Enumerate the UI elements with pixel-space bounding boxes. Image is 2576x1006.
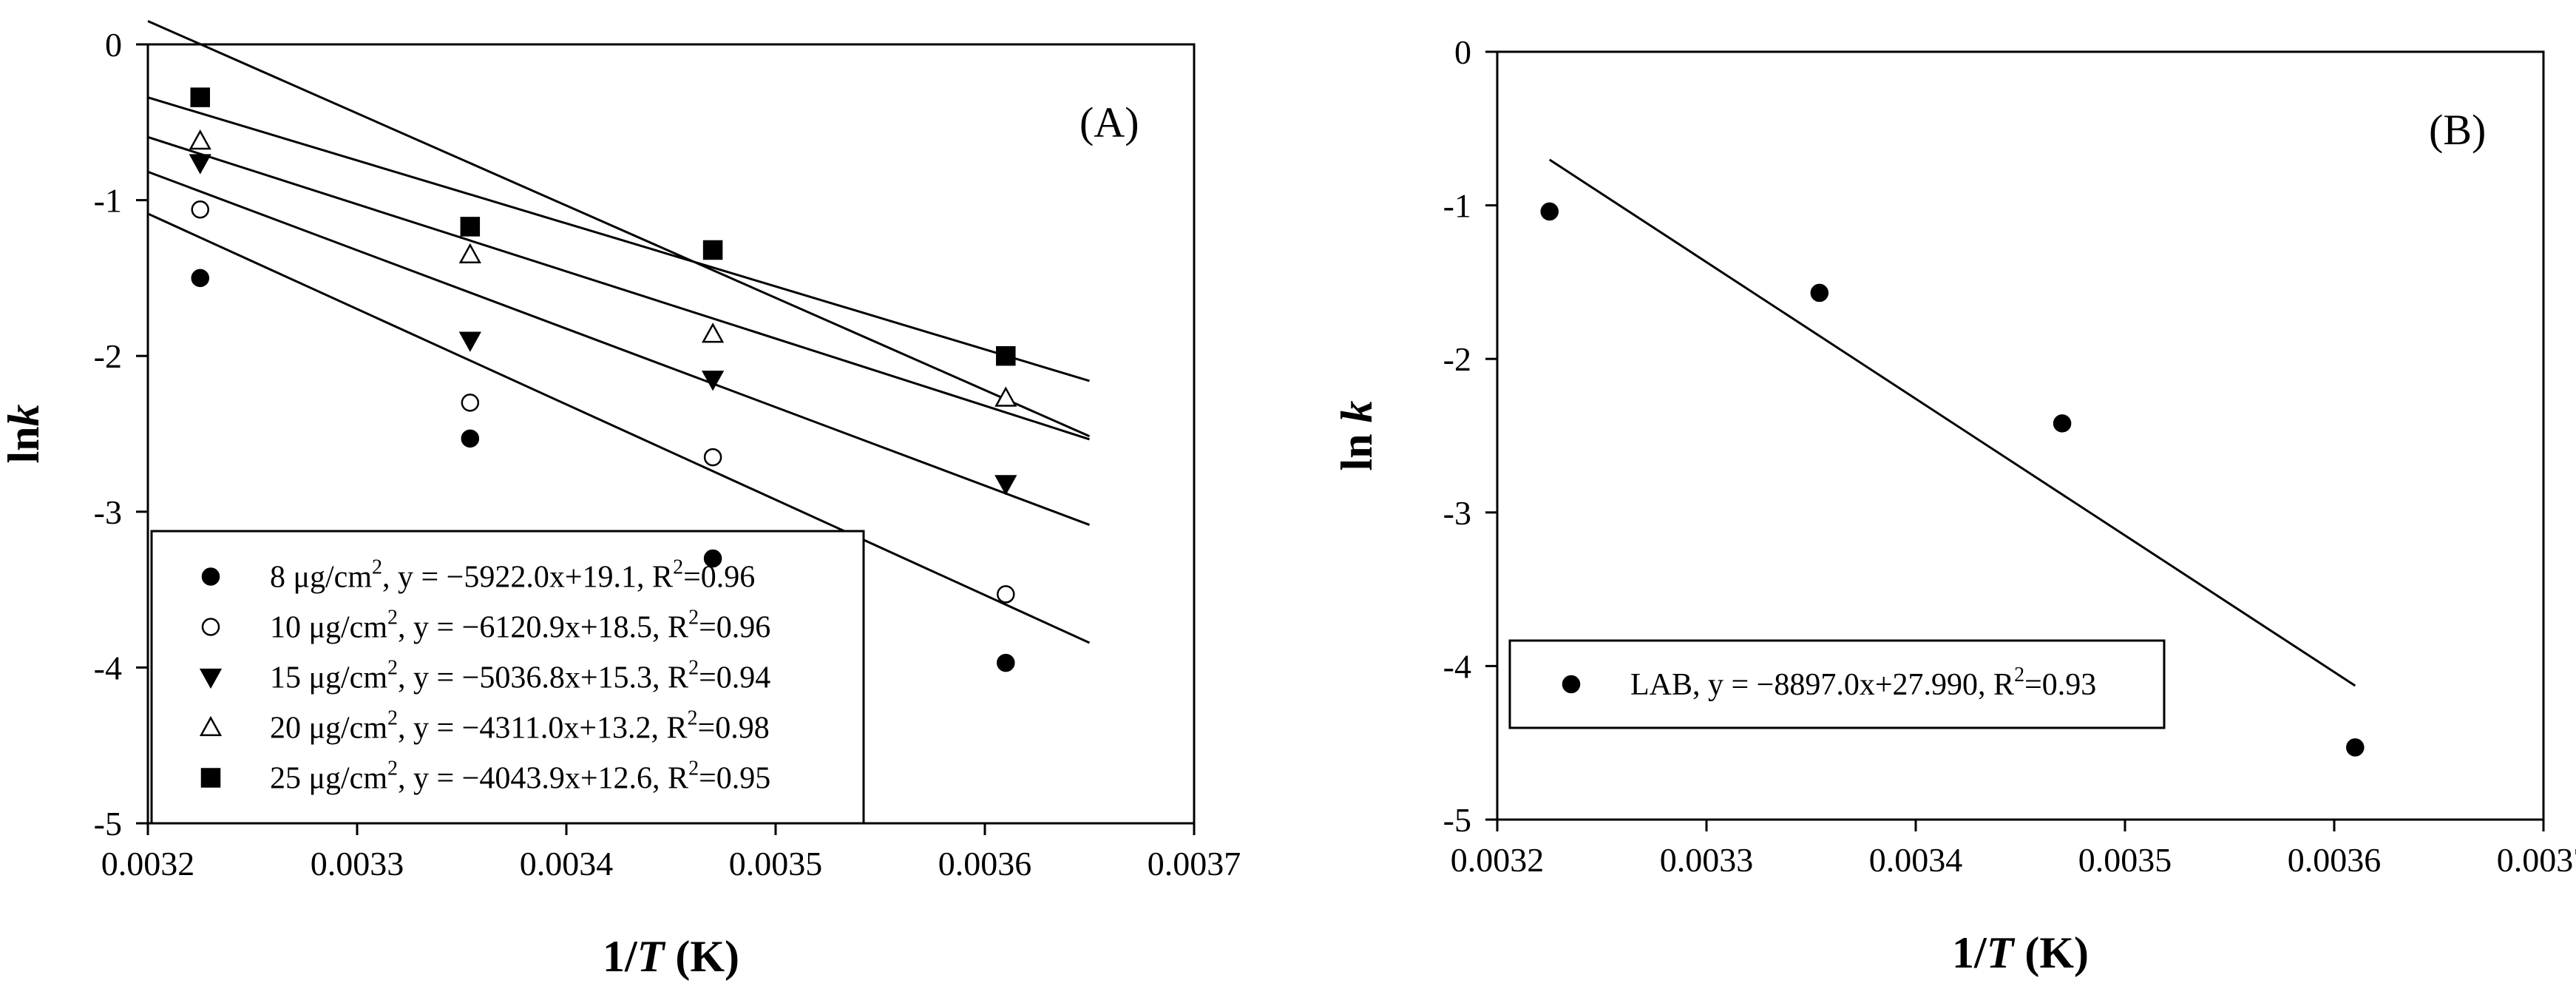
x-tick-label: 0.0036 xyxy=(2288,841,2382,879)
y-tick-label: 0 xyxy=(105,26,122,64)
regression-line-3 xyxy=(147,135,1090,441)
data-point-s4-0 xyxy=(190,87,210,107)
data-point-s1-2 xyxy=(703,448,722,467)
data-point-s0-3 xyxy=(997,653,1015,672)
chart-panel-b: 0.0032 0.0033 0.0034 0.0035 0.0036 0.0037 0 -1 -… xyxy=(1332,33,2576,977)
x-tick-label: 0.0037 xyxy=(2497,841,2576,879)
x-axis-title: 1/T (K) xyxy=(1952,928,2089,977)
y-tick-label: -5 xyxy=(94,805,122,843)
legend-marker xyxy=(201,618,220,636)
x-tick-label: 0.0032 xyxy=(101,845,195,882)
chart-panel-a: 0.0032 0.0033 0.0034 0.0035 0.0036 0.0037 0 -1 -… xyxy=(0,20,1241,981)
data-point-s3-2 xyxy=(701,323,725,343)
y-tick-label: -3 xyxy=(94,493,122,531)
data-point-s1-0 xyxy=(191,200,209,219)
y-axis-title: lnk xyxy=(0,404,48,463)
x-tick-label: 0.0036 xyxy=(938,845,1032,882)
legend-marker xyxy=(1562,675,1581,694)
data-point-s2-1 xyxy=(458,331,481,352)
regression-line-4 xyxy=(147,96,1090,382)
data-point-s0-1 xyxy=(1810,283,1829,303)
y-tick-label: -5 xyxy=(1443,801,1471,839)
data-point-s3-1 xyxy=(458,243,481,263)
data-point-s0-3 xyxy=(2346,738,2365,757)
data-point-s4-1 xyxy=(460,217,481,237)
y-tick-label: -3 xyxy=(1443,494,1471,532)
data-point-s0-0 xyxy=(1540,202,1559,221)
x-axis-title: 1/T (K) xyxy=(603,932,739,981)
x-tick-label: 0.0034 xyxy=(520,845,614,882)
y-tick-label: -4 xyxy=(94,649,122,686)
data-point-s1-3 xyxy=(997,585,1015,604)
panel-label: (A) xyxy=(1079,98,1139,146)
data-point-s3-3 xyxy=(994,386,1017,407)
data-point-s2-0 xyxy=(189,154,211,175)
y-tick-label: -2 xyxy=(1443,340,1471,378)
x-tick-label: 0.0033 xyxy=(1660,841,1754,879)
legend-marker xyxy=(200,768,221,788)
y-tick-label: -2 xyxy=(94,337,122,375)
legend: 8 μg/cm2, y = −5922.0x+19.1, R2=0.96 10 μ… xyxy=(150,530,865,825)
y-tick-label: -1 xyxy=(94,182,122,220)
data-point-s0-1 xyxy=(461,429,480,448)
panel-label: (B) xyxy=(2429,106,2486,154)
regression-line-0 xyxy=(147,20,1091,438)
legend-entry: 15 μg/cm2, y = −5036.8x+15.3, R2=0.94 xyxy=(270,657,770,695)
legend: LAB, y = −8897.0x+27.990, R2=0.93 xyxy=(1508,639,2166,729)
legend-box xyxy=(150,530,865,825)
data-point-s0-0 xyxy=(191,269,209,288)
legend-marker xyxy=(199,715,223,737)
regression-line-1 xyxy=(147,212,1091,644)
regression-line-0 xyxy=(1548,158,2356,687)
x-tick-label: 0.0037 xyxy=(1148,845,1241,882)
legend-marker xyxy=(201,567,220,586)
data-point-s3-0 xyxy=(189,129,211,150)
y-tick-label: -4 xyxy=(1443,647,1471,685)
legend-entry: LAB, y = −8897.0x+27.990, R2=0.93 xyxy=(1630,664,2096,702)
x-tick-label: 0.0033 xyxy=(311,845,404,882)
x-tick-label: 0.0035 xyxy=(729,845,823,882)
y-axis-title: ln k xyxy=(1332,400,1381,470)
legend-box xyxy=(1508,639,2166,729)
legend-entry: 8 μg/cm2, y = −5922.0x+19.1, R2=0.96 xyxy=(270,556,755,595)
x-tick-label: 0.0034 xyxy=(1869,841,1963,879)
x-tick-label: 0.0035 xyxy=(2078,841,2172,879)
data-point-s1-1 xyxy=(461,394,480,412)
data-point-s0-2 xyxy=(703,549,722,568)
data-point-s4-3 xyxy=(996,345,1016,366)
legend-entry: 20 μg/cm2, y = −4311.0x+13.2, R2=0.98 xyxy=(270,707,770,746)
plot-frame xyxy=(1496,50,2545,821)
data-point-s2-3 xyxy=(994,475,1017,496)
legend-marker xyxy=(199,668,223,689)
data-point-s2-2 xyxy=(701,371,725,391)
data-point-s0-2 xyxy=(2053,414,2072,433)
y-tick-label: -1 xyxy=(1443,187,1471,225)
y-tick-label: 0 xyxy=(1454,33,1471,71)
regression-line-2 xyxy=(147,170,1091,526)
legend-entry: 10 μg/cm2, y = −6120.9x+18.5, R2=0.96 xyxy=(270,607,770,645)
legend-entry: 25 μg/cm2, y = −4043.9x+12.6, R2=0.95 xyxy=(270,757,770,796)
x-tick-label: 0.0032 xyxy=(1451,841,1545,879)
data-point-s4-2 xyxy=(702,240,723,260)
